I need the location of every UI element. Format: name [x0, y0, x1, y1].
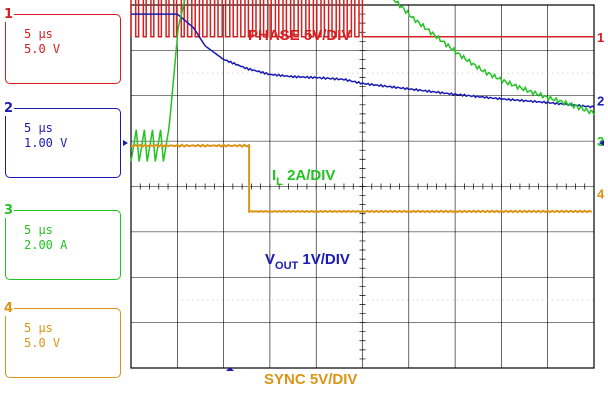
- vout-waveform: [131, 13, 595, 109]
- phase-waveform: [130, 0, 594, 38]
- sync-label: SYNC 5V/DIV: [264, 371, 357, 388]
- channel-4-box: 4 5 μs 5.0 V: [3, 302, 121, 378]
- time-per-div: 5 μs: [24, 27, 53, 41]
- channel-scale-readout: 5 μs 5.0 V: [24, 27, 60, 57]
- channel-number: 1: [3, 7, 15, 22]
- time-per-div: 5 μs: [24, 121, 53, 135]
- time-per-div: 5 μs: [24, 223, 53, 237]
- volts-per-div: 2.00 A: [24, 238, 68, 252]
- channel-number: 3: [3, 203, 15, 218]
- channel-2-marker: 2: [597, 93, 604, 108]
- channel-1-marker: 1: [597, 30, 604, 45]
- channel-3-marker: 3: [597, 134, 604, 149]
- vout-label-text: VOUT 1V/DIV: [265, 251, 350, 272]
- channel-scale-readout: 5 μs 2.00 A: [24, 223, 67, 253]
- channel-2-box: 2 5 μs 1.00 V: [3, 102, 121, 178]
- time-per-div: 5 μs: [24, 321, 53, 335]
- vout-label: VOUT 1V/DIV: [265, 251, 350, 272]
- trigger-level-arrow-left: [123, 140, 128, 146]
- phase-label: PHASE 5V/DIV: [248, 27, 351, 44]
- phase-label-text: PHASE 5V/DIV: [248, 27, 351, 44]
- inductor-current-waveform: [130, 0, 595, 162]
- channel-4-marker: 4: [597, 186, 605, 201]
- channel-3-box: 3 5 μs 2.00 A: [3, 204, 121, 280]
- il-label-text: IL 2A/DIV: [272, 167, 335, 188]
- channel-number: 2: [3, 101, 15, 116]
- volts-per-div: 5.0 V: [24, 336, 61, 350]
- il-label: IL 2A/DIV: [272, 167, 335, 188]
- sync-waveform: [130, 143, 593, 214]
- sync-label-text: SYNC 5V/DIV: [264, 371, 357, 388]
- volts-per-div: 1.00 V: [24, 136, 68, 150]
- trigger-position-arrow: [226, 367, 234, 371]
- volts-per-div: 5.0 V: [24, 42, 61, 56]
- channel-scale-readout: 5 μs 1.00 V: [24, 121, 67, 151]
- trigger-level-arrow-right: [599, 140, 604, 146]
- channel-scale-readout: 5 μs 5.0 V: [24, 321, 60, 351]
- channel-1-box: 1 5 μs 5.0 V: [3, 8, 121, 84]
- channel-number: 4: [3, 301, 15, 316]
